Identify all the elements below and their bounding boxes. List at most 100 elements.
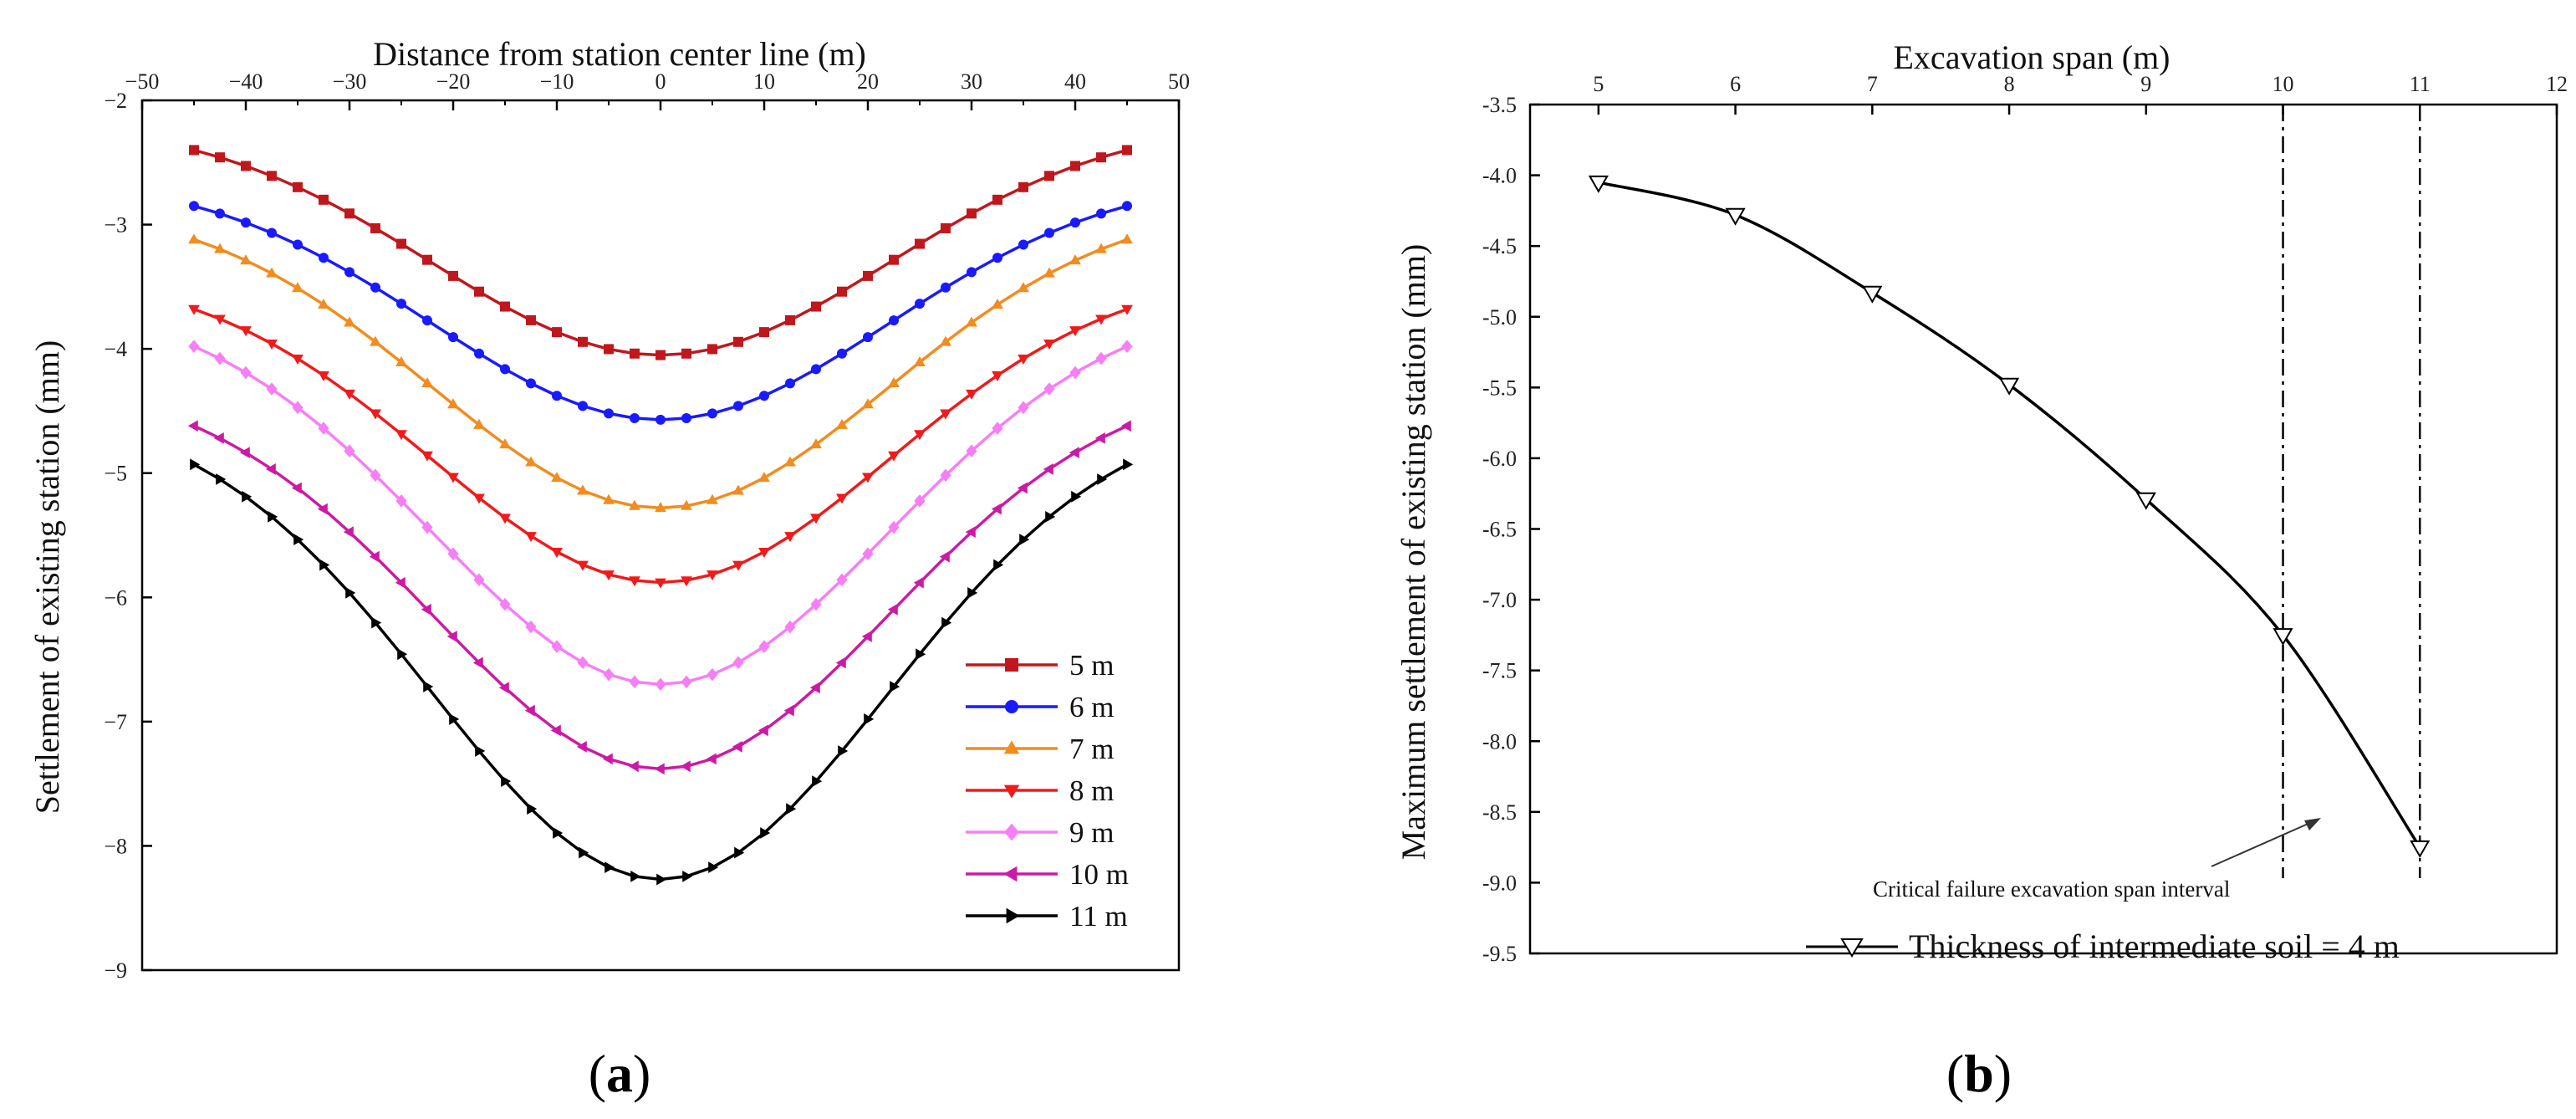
legend-marker [1005, 658, 1018, 672]
data-point [965, 526, 976, 539]
data-point [890, 681, 900, 692]
data-point [448, 332, 458, 343]
data-point [939, 550, 950, 563]
data-point [421, 520, 433, 534]
data-point [785, 378, 795, 389]
data-point [940, 335, 951, 346]
legend-marker [1003, 784, 1020, 799]
data-point [267, 171, 277, 181]
data-point [1018, 181, 1028, 192]
data-point [810, 514, 822, 524]
data-point [1121, 304, 1133, 315]
y-tick-label: -7.0 [1482, 588, 1517, 612]
data-point [941, 616, 952, 629]
data-point [1095, 243, 1107, 253]
data-point [732, 741, 742, 753]
data-point [914, 430, 926, 441]
data-point [915, 238, 925, 249]
data-point [369, 550, 380, 563]
data-point [864, 713, 875, 725]
data-point [421, 377, 433, 388]
data-point [500, 364, 510, 375]
data-point [370, 222, 380, 233]
data-point [992, 370, 1003, 381]
data-point [265, 463, 276, 475]
data-point [1043, 339, 1055, 350]
data-point [784, 620, 796, 634]
legend-item: 8 m [966, 774, 1114, 807]
data-point [916, 648, 926, 661]
data-point [837, 348, 847, 359]
data-point [888, 520, 900, 534]
x-tick-label: 6 [1730, 72, 1741, 96]
legend-item: 5 m [966, 649, 1114, 682]
data-point [370, 335, 381, 346]
series-10m [187, 420, 1131, 775]
x-tick-label: 10 [753, 69, 775, 94]
data-point [812, 775, 823, 788]
plot-b-x-ticks: 5 6 7 8 9 10 11 12 [1593, 72, 2568, 115]
data-point [681, 412, 691, 423]
series-9m [188, 340, 1133, 692]
y-tick-label: −3 [104, 213, 127, 238]
data-point [706, 667, 718, 682]
legend-b-label: Thickness of intermediate soil = 4 m [1909, 927, 2400, 965]
data-point [242, 490, 252, 503]
x-tick-label: 0 [655, 69, 666, 94]
data-point [733, 336, 743, 347]
data-point [292, 354, 304, 365]
data-point [861, 631, 872, 642]
data-point [551, 548, 563, 559]
data-point [1096, 152, 1106, 163]
data-point [473, 573, 485, 587]
y-tick-label: -9.5 [1482, 942, 1517, 966]
data-point [1044, 227, 1054, 238]
data-point [811, 364, 821, 375]
data-point [681, 348, 691, 359]
plot-a-frame [140, 99, 1181, 972]
data-point [992, 298, 1003, 309]
data-point [863, 332, 873, 343]
data-point [422, 254, 432, 265]
legend-marker [1003, 740, 1020, 754]
data-point [862, 547, 874, 561]
data-point [449, 713, 460, 725]
data-point [344, 267, 355, 278]
y-tick-label: −8 [104, 834, 127, 858]
data-point [1018, 401, 1029, 415]
data-point [292, 282, 304, 293]
data-point [266, 267, 278, 278]
data-point [604, 408, 614, 419]
x-tick-label: 5 [1593, 72, 1604, 96]
data-point [758, 640, 770, 653]
data-point [395, 355, 407, 366]
data-point [888, 377, 900, 388]
data-point [396, 299, 406, 309]
data-point [706, 493, 718, 504]
legend-b-marker [1840, 938, 1864, 958]
data-point [291, 482, 302, 494]
legend-marker [1006, 907, 1020, 924]
data-point [1725, 207, 1746, 226]
data-point [395, 494, 407, 508]
series-5m [189, 145, 1132, 360]
y-tick-label: -6.5 [1482, 518, 1517, 542]
data-point [552, 327, 562, 338]
data-point [604, 861, 615, 874]
plot-a-series [187, 145, 1134, 886]
legend-item: 7 m [966, 733, 1114, 765]
annotation-text: Critical failure excavation span interva… [1873, 876, 2230, 902]
legend-item: 6 m [966, 691, 1114, 723]
series-line [193, 424, 1128, 771]
data-point [966, 389, 977, 400]
data-point [784, 532, 796, 543]
data-point [447, 547, 459, 561]
data-point [707, 344, 717, 355]
data-point [577, 484, 589, 495]
data-point [551, 472, 563, 483]
data-point [266, 339, 278, 350]
data-point [784, 456, 796, 467]
data-point [941, 282, 951, 293]
plot-b-annotation: Critical failure excavation span interva… [1873, 818, 2321, 902]
data-point [1862, 285, 1883, 304]
